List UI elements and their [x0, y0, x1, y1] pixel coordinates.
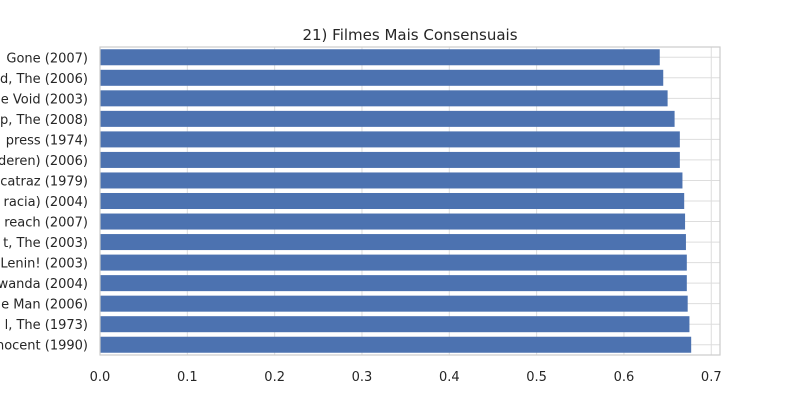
bar — [100, 192, 685, 210]
bar — [100, 90, 668, 107]
bar — [100, 131, 680, 148]
bar — [100, 172, 683, 189]
bar — [100, 110, 675, 127]
bar — [100, 316, 690, 333]
plot-frame — [99, 46, 721, 356]
bar — [100, 213, 686, 230]
category-label: reach (2007) — [4, 216, 88, 231]
category-label: p, The (2008) — [0, 113, 88, 128]
x-tick-label: 0.7 — [701, 370, 722, 385]
x-tick-label: 0.1 — [177, 370, 198, 385]
y-axis-category-labels: Gone (2007) d, The (2006) e Void (2003) p, … — [0, 51, 88, 353]
category-label: d, The (2006) — [0, 72, 88, 87]
category-label: deren) (2006) — [0, 154, 88, 169]
category-label: Lenin! (2003) — [0, 257, 88, 272]
bar — [100, 234, 686, 251]
chart-title: 21) Filmes Mais Consensuais — [302, 26, 517, 44]
bars — [100, 49, 692, 353]
x-tick-label: 0.6 — [614, 370, 635, 385]
bar — [100, 49, 660, 66]
category-label: t, The (2003) — [3, 236, 88, 251]
category-label: e Man (2006) — [1, 298, 88, 313]
bar — [100, 275, 687, 292]
category-label: racia) (2004) — [4, 195, 88, 210]
x-tick-label: 0.0 — [90, 370, 111, 385]
category-label: nocent (1990) — [0, 339, 88, 354]
category-label: wanda (2004) — [0, 277, 88, 292]
x-tick-label: 0.4 — [439, 370, 460, 385]
category-label: press (1974) — [6, 133, 88, 148]
category-label: l, The (1973) — [5, 318, 88, 333]
x-tick-label: 0.2 — [264, 370, 285, 385]
bar — [100, 69, 664, 86]
category-label: catraz (1979) — [0, 174, 88, 189]
category-label: e Void (2003) — [1, 92, 88, 107]
bar — [100, 254, 687, 271]
bar — [100, 151, 680, 168]
x-axis-tick-labels: 0.0 0.1 0.2 0.3 0.4 0.5 0.6 0.7 — [90, 370, 722, 385]
category-label: Gone (2007) — [6, 51, 88, 66]
x-tick-label: 0.5 — [526, 370, 547, 385]
bar — [100, 295, 688, 312]
bar — [100, 336, 692, 353]
x-tick-label: 0.3 — [352, 370, 373, 385]
